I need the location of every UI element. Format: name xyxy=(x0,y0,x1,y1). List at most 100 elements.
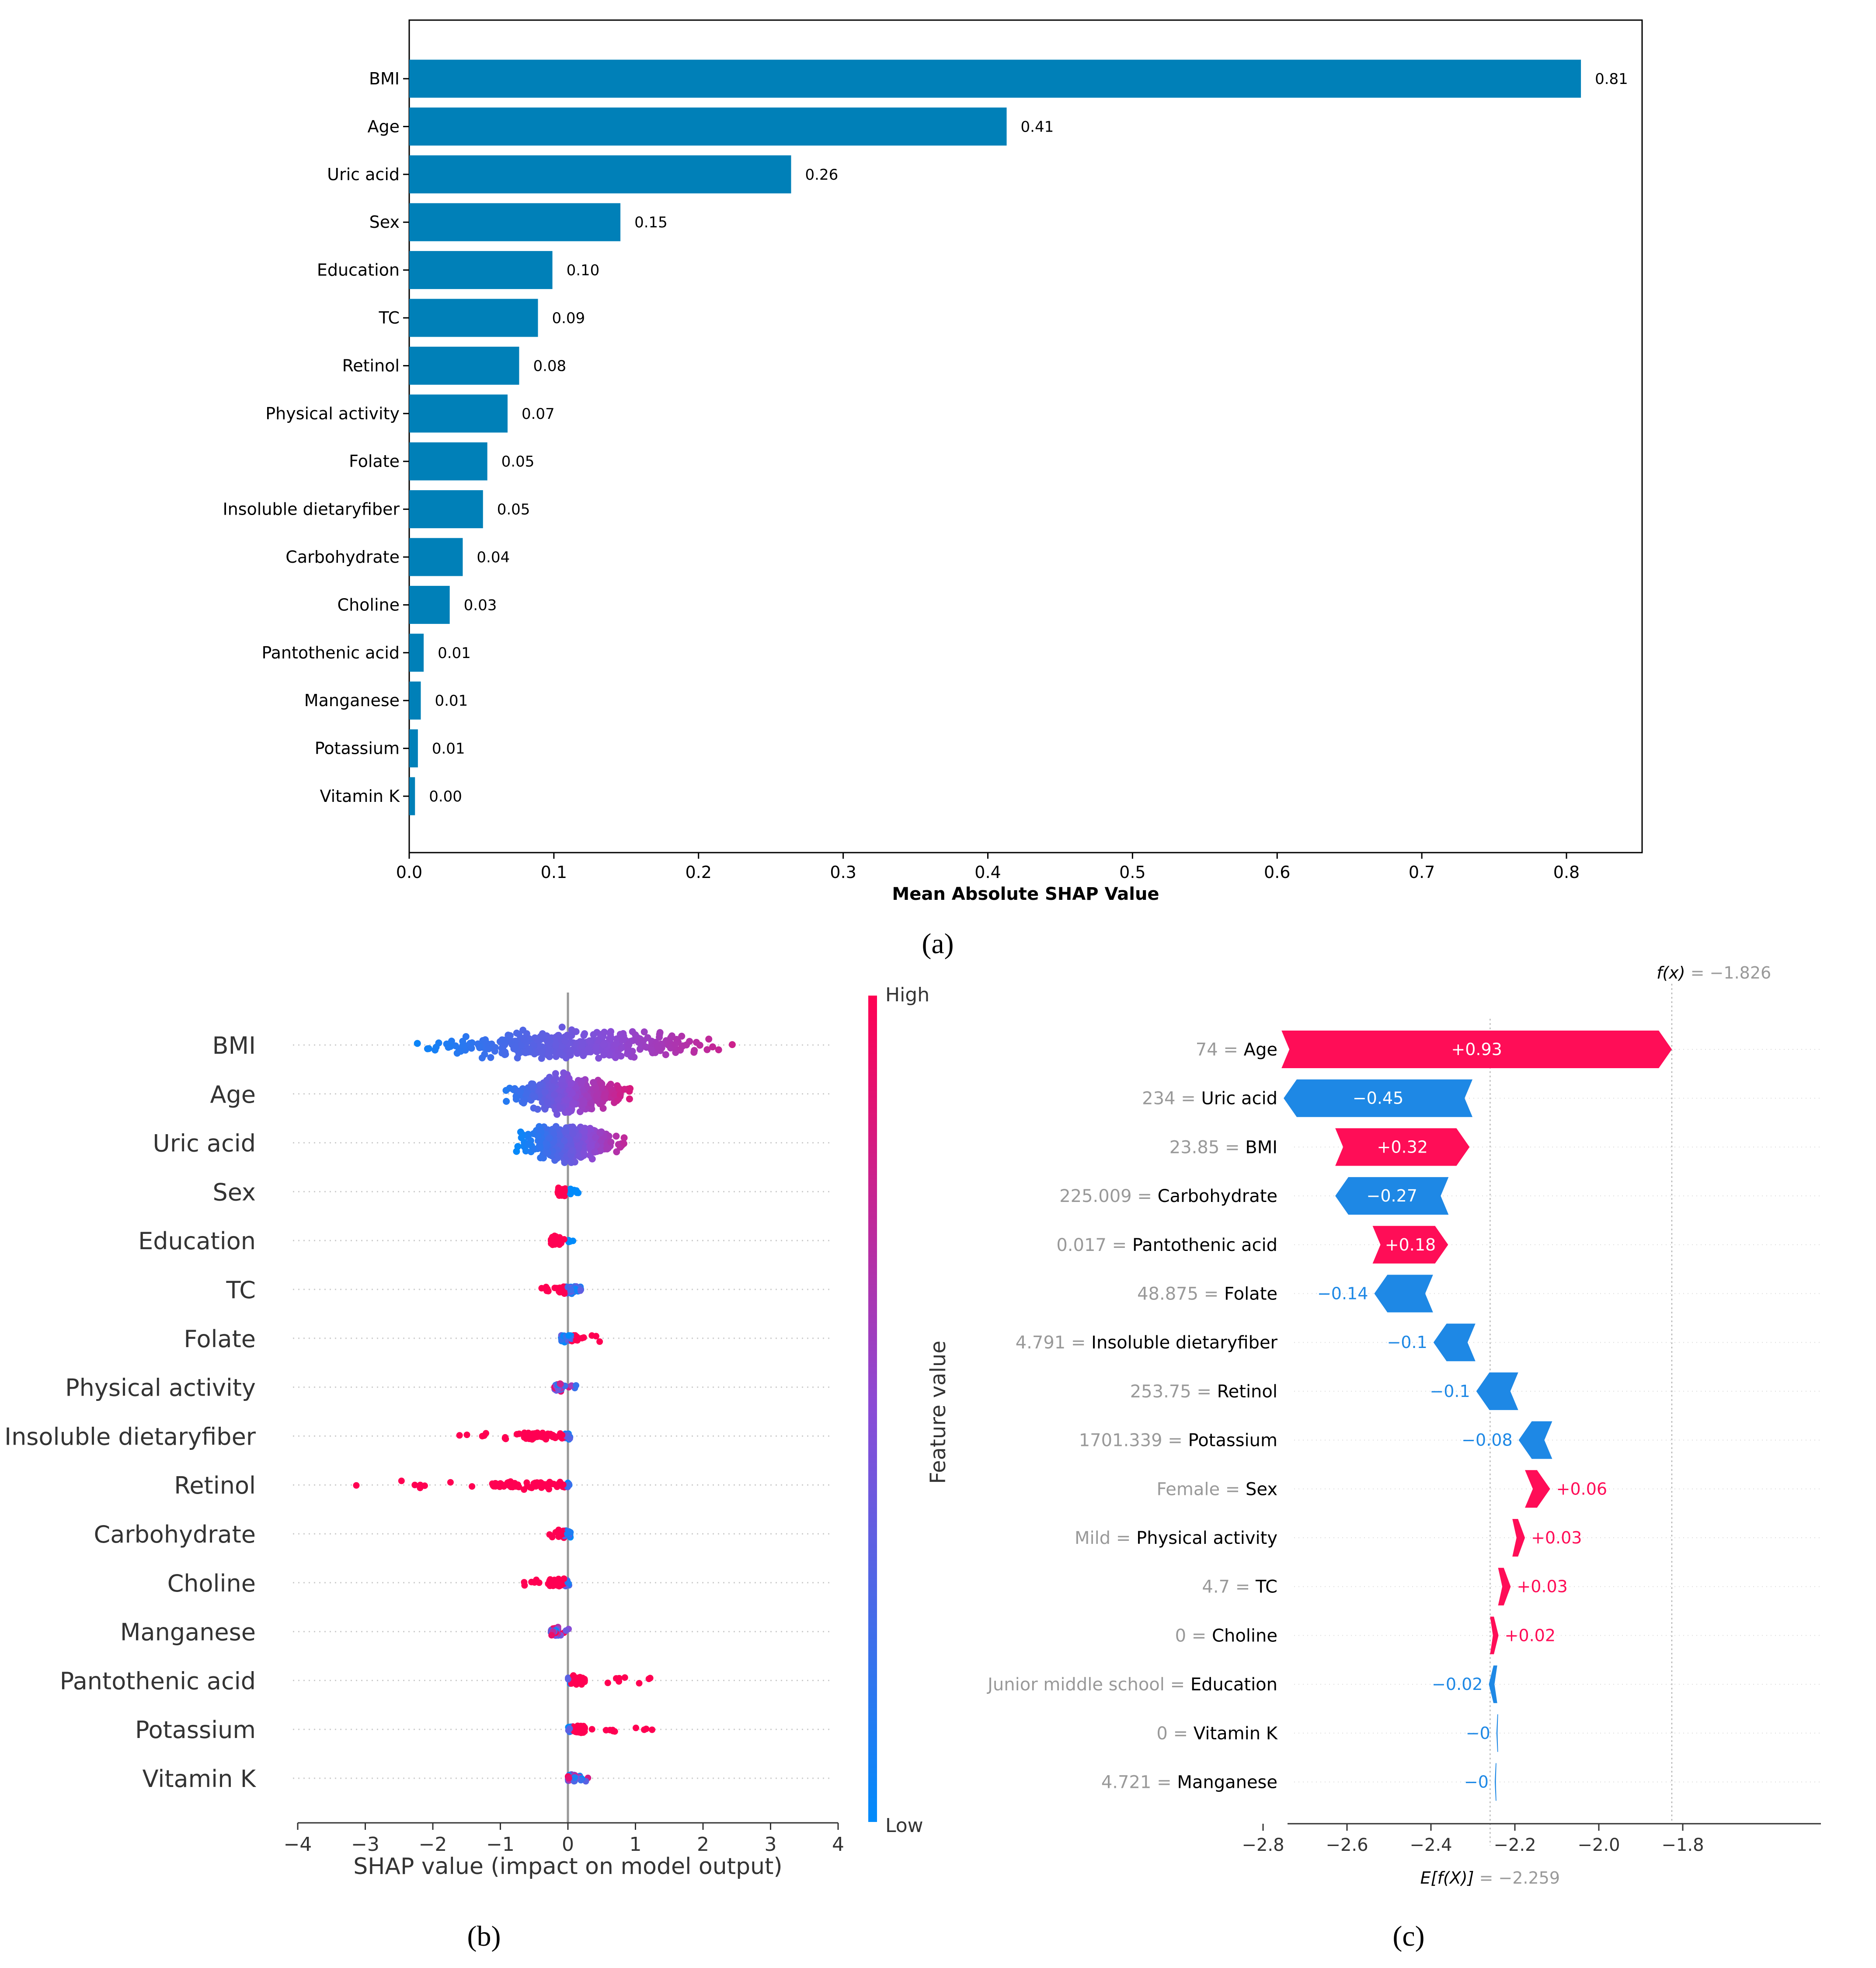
colorbar-high-label: High xyxy=(885,984,929,1006)
shap-point xyxy=(662,1051,669,1059)
shap-point xyxy=(615,1085,623,1092)
shap-point xyxy=(585,1045,592,1052)
shap-point xyxy=(398,1477,405,1484)
panel-a-bar-chart: BMI 0.81 Age 0.41 Uric acid 0.26 Sex 0.15 Educat… xyxy=(223,19,1643,960)
y-tick-label: Manganese xyxy=(304,691,400,710)
shap-point xyxy=(581,1725,588,1732)
shap-point xyxy=(586,1037,593,1045)
x-tick-label: 0.6 xyxy=(1264,863,1290,882)
shap-point xyxy=(630,1053,638,1061)
bar-sex xyxy=(409,203,621,241)
x-tick-label: −1.8 xyxy=(1661,1835,1704,1855)
shap-point xyxy=(601,1094,608,1101)
shap-point xyxy=(531,1433,538,1440)
shap-point xyxy=(618,1045,625,1052)
contribution-label: −0.1 xyxy=(1387,1333,1427,1352)
shap-point xyxy=(693,1039,700,1046)
shap-point xyxy=(552,1042,560,1049)
x-tick-label: 0.7 xyxy=(1409,863,1435,882)
shap-point xyxy=(613,1132,620,1140)
x-axis-title: Mean Absolute SHAP Value xyxy=(892,884,1159,904)
data-label: 0.03 xyxy=(464,596,497,614)
shap-point xyxy=(570,1672,577,1679)
shap-point xyxy=(548,1237,555,1244)
shap-point xyxy=(578,1335,585,1341)
feature-value: 0.017 xyxy=(1056,1235,1107,1255)
data-label: 0.04 xyxy=(477,549,510,566)
shap-point xyxy=(546,1134,553,1142)
waterfall-bar-manganese xyxy=(1494,1763,1497,1801)
equals-sign: = xyxy=(1218,1040,1244,1060)
shap-point xyxy=(600,1051,608,1059)
shap-point xyxy=(568,1032,575,1039)
feature-name: TC xyxy=(1255,1577,1277,1597)
shap-point xyxy=(654,1043,661,1050)
shap-point xyxy=(531,1093,538,1101)
y-tick-label: 48.875 = Folate xyxy=(1137,1284,1277,1304)
shap-point xyxy=(531,1145,539,1153)
shap-point xyxy=(551,1077,558,1085)
feature-label: Carbohydrate xyxy=(94,1521,256,1548)
shap-point xyxy=(544,1099,551,1106)
shap-point xyxy=(573,1337,580,1344)
y-tick-label: 23.85 = BMI xyxy=(1169,1137,1277,1157)
shap-point xyxy=(555,1190,562,1197)
feature-value: 4.721 xyxy=(1101,1773,1152,1793)
shap-point xyxy=(568,1090,576,1097)
waterfall-bar-physical-activity xyxy=(1512,1519,1525,1557)
feature-name: Vitamin K xyxy=(1194,1724,1278,1744)
panel-b-beeswarm-chart: BMI Age Uric acid Sex Education TC Folate Physi… xyxy=(4,984,950,1952)
contribution-label: +0.03 xyxy=(1517,1577,1567,1596)
shap-point xyxy=(649,1726,655,1733)
shap-point xyxy=(578,1080,585,1087)
shap-point xyxy=(574,1723,581,1730)
shap-point xyxy=(506,1032,514,1039)
data-label: 0.09 xyxy=(552,310,585,327)
shap-point xyxy=(512,1093,520,1100)
shap-point xyxy=(565,1675,571,1682)
shap-point xyxy=(592,1333,599,1340)
shap-point xyxy=(609,1728,616,1735)
feature-value: 4.7 xyxy=(1202,1577,1230,1597)
y-tick-label: Carbohydrate xyxy=(285,547,400,567)
feature-name: Education xyxy=(1190,1675,1277,1695)
shap-point xyxy=(539,1034,547,1041)
feature-value: Junior middle school xyxy=(986,1675,1165,1695)
shap-point xyxy=(575,1144,582,1151)
y-tick-label: 1701.339 = Potassium xyxy=(1079,1431,1277,1451)
feature-value: 4.791 xyxy=(1016,1333,1066,1353)
shap-point xyxy=(578,1040,586,1047)
shap-point xyxy=(580,1134,588,1141)
shap-point xyxy=(601,1028,608,1036)
waterfall-bar-pantothenic-acid xyxy=(1372,1226,1448,1264)
shap-point xyxy=(501,1435,508,1442)
shap-point xyxy=(515,1050,522,1057)
shap-point xyxy=(607,1028,615,1035)
x-tick-label: 0 xyxy=(562,1833,574,1856)
feature-name: Pantothenic acid xyxy=(1132,1235,1277,1255)
feature-label: Potassium xyxy=(135,1716,256,1744)
shap-point xyxy=(555,1131,563,1139)
shap-point xyxy=(603,1145,611,1153)
shap-point xyxy=(607,1034,615,1041)
y-tick-label: Sex xyxy=(369,212,400,232)
shap-point xyxy=(519,1027,527,1034)
data-label: 0.08 xyxy=(533,357,566,375)
shap-point xyxy=(647,1046,655,1053)
feature-label: Folate xyxy=(184,1325,256,1353)
shap-point xyxy=(560,1236,567,1243)
data-label: 0.07 xyxy=(522,405,555,423)
equals-sign: = xyxy=(1198,1284,1224,1304)
equals-sign: = xyxy=(1220,1479,1246,1499)
shap-point xyxy=(556,1049,563,1057)
shap-point xyxy=(616,1675,623,1682)
shap-point xyxy=(522,1090,529,1097)
shap-point xyxy=(560,1137,568,1144)
shap-point xyxy=(522,1049,529,1056)
shap-point xyxy=(596,1129,604,1137)
feature-value: 234 xyxy=(1142,1089,1175,1109)
data-label: 0.01 xyxy=(438,644,471,662)
shap-point xyxy=(559,1186,566,1193)
shap-point xyxy=(411,1481,418,1488)
shap-point xyxy=(541,1104,548,1111)
